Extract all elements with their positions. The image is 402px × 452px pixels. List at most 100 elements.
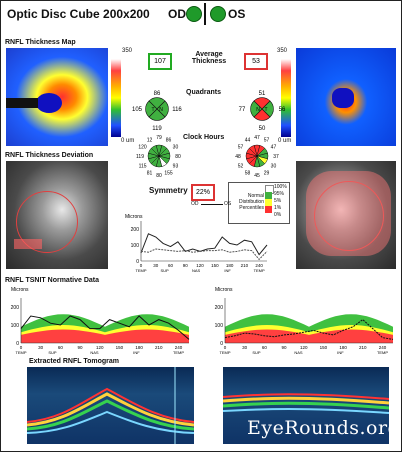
od-thickness-map — [6, 48, 108, 146]
os-optic-disc — [332, 88, 354, 108]
x-tick-label: 150 — [320, 345, 328, 350]
od-quad-center-n: N — [159, 107, 163, 113]
os-quad-center-n: T — [264, 107, 267, 113]
sector-label: NAS — [294, 350, 303, 355]
x-tick-label: 60 — [168, 263, 174, 268]
os-symmetry-line — [140, 248, 268, 261]
od-clock-value-10: 119 — [136, 154, 144, 160]
percentile-legend: 100% 95% 5% 1% 0% Normal Distribution Pe… — [228, 182, 290, 224]
x-tick-label: 0 — [224, 345, 227, 350]
x-tick-label: 210 — [359, 345, 367, 350]
os-clock-sector-12 — [248, 145, 258, 157]
os-tsnit-line — [224, 318, 394, 340]
x-tick-label: 30 — [153, 263, 159, 268]
legend-swatch-red — [265, 206, 272, 213]
od-tsnit-ylabel: Microns — [11, 287, 29, 293]
x-tick-label: 120 — [96, 345, 104, 350]
os-clock-value-12: 44 — [245, 138, 251, 144]
legend-pct-0: 0% — [274, 212, 282, 218]
os-clock-value-3: 47 — [271, 145, 277, 151]
sector-label: TEMP — [377, 350, 388, 355]
clock-hours-label: Clock Hours — [183, 134, 225, 141]
legend-od-line — [201, 204, 223, 205]
od-symmetry-line — [140, 233, 268, 256]
od-quad-center-t: T — [151, 107, 154, 113]
od-quad-n: 116 — [172, 107, 182, 113]
quadrants-label: Quadrants — [186, 89, 222, 96]
os-red-band — [225, 329, 393, 343]
od-tsnit-line — [20, 315, 190, 340]
thickness-map-heading: RNFL Thickness Map — [5, 39, 76, 46]
os-tomogram: EyeRounds.org — [223, 367, 389, 444]
od-indicator-icon — [186, 6, 202, 22]
os-quadrant-wheel: 51 77 56 50 N T — [239, 91, 286, 132]
os-label: OS — [228, 7, 246, 21]
os-clock-value-5: 30 — [271, 164, 277, 170]
od-red-band — [21, 329, 189, 343]
x-tick-label: 30 — [38, 345, 44, 350]
od-clock-value-6: 155 — [164, 170, 173, 176]
od-clock-value-1: 79 — [156, 135, 162, 141]
os-clock-value-9: 52 — [238, 164, 244, 170]
od-clock-value-12: 12 — [147, 138, 153, 144]
y-tick-label: 0 — [16, 341, 19, 347]
od-quadrant-wheel: 86 105 116 119 T N — [132, 91, 182, 132]
od-label: OD — [168, 7, 186, 21]
sector-label: SUP — [252, 350, 261, 355]
od-vessel-shadow — [6, 98, 38, 108]
x-tick-label: 210 — [155, 345, 163, 350]
x-tick-label: 150 — [211, 263, 219, 268]
sector-label: NAS — [192, 268, 201, 273]
os-tsnit-ylabel: Microns — [215, 287, 233, 293]
od-clock-sector-12 — [150, 145, 160, 157]
x-tick-label: 30 — [242, 345, 248, 350]
legend-pct-1: 1% — [274, 205, 282, 211]
legend-swatch-yellow — [265, 199, 272, 206]
os-average-thickness: 53 — [244, 53, 268, 70]
os-quad-n: 56 — [279, 107, 286, 113]
sector-label: INF — [133, 350, 140, 355]
symmetry-value: 22% — [191, 184, 215, 201]
x-tick-label: 180 — [135, 345, 143, 350]
os-scale-min: 0 um — [278, 138, 292, 144]
x-tick-label: 240 — [379, 345, 387, 350]
legend-pct-5: 5% — [274, 198, 282, 204]
od-clock-value-2: 86 — [166, 138, 172, 144]
os-indicator-icon — [210, 6, 226, 22]
legend-pct-100: 100% — [274, 184, 287, 190]
sector-label: INF — [337, 350, 344, 355]
os-clock-value-1: 47 — [254, 135, 260, 141]
symmetry-label: Symmetry — [149, 186, 188, 195]
legend-title: Normal Distribution Percentiles — [238, 193, 264, 211]
sector-label: TEMP — [254, 268, 265, 273]
x-tick-label: 240 — [255, 263, 263, 268]
x-tick-label: 180 — [339, 345, 347, 350]
watermark: EyeRounds.org — [247, 417, 389, 439]
y-tick-label: 0 — [136, 259, 139, 265]
x-tick-label: 120 — [300, 345, 308, 350]
od-clock-value-9: 115 — [139, 164, 147, 170]
sector-label: INF — [224, 268, 231, 273]
sector-label: TEMP — [15, 350, 26, 355]
legend-od-label: OD — [191, 201, 199, 207]
header-divider — [204, 3, 206, 25]
od-clock-value-8: 81 — [147, 170, 153, 176]
x-tick-label: 0 — [20, 345, 23, 350]
os-quad-t: 77 — [239, 107, 246, 113]
tsnit-heading: RNFL TSNIT Normative Data — [5, 277, 99, 284]
os-clock-value-6: 29 — [264, 170, 270, 176]
os-quad-s: 51 — [259, 91, 266, 97]
legend-swatch-green — [265, 192, 272, 199]
od-deviation-image — [6, 161, 108, 269]
x-tick-label: 60 — [58, 345, 64, 350]
od-deviation-highlight — [14, 239, 42, 249]
x-tick-label: 180 — [226, 263, 234, 268]
od-clock-value-3: 30 — [173, 145, 179, 151]
x-tick-label: 150 — [116, 345, 124, 350]
x-tick-label: 90 — [78, 345, 84, 350]
tomogram-heading: Extracted RNFL Tomogram — [29, 358, 119, 365]
os-quad-i: 50 — [259, 126, 266, 132]
